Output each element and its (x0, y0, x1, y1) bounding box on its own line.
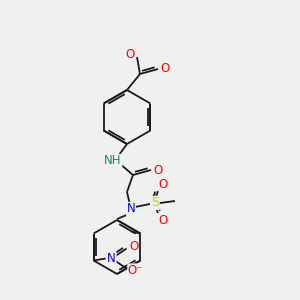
Text: O: O (160, 62, 169, 76)
Text: S: S (151, 196, 159, 209)
Text: O⁻: O⁻ (128, 264, 143, 277)
Text: N: N (107, 252, 116, 265)
Text: O: O (158, 214, 168, 226)
Text: O: O (125, 47, 135, 61)
Text: O: O (153, 164, 163, 176)
Text: NH: NH (104, 154, 122, 167)
Text: O: O (129, 240, 138, 253)
Text: O: O (158, 178, 168, 190)
Text: N: N (127, 202, 135, 215)
